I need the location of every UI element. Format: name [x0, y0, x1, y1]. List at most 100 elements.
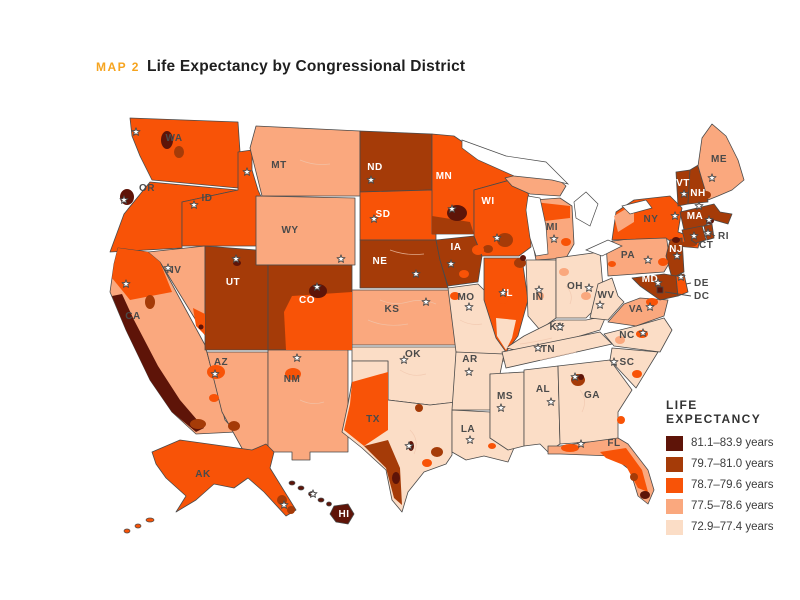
capital-star-id: [189, 200, 199, 209]
legend-label: 79.7–81.0 years: [691, 458, 774, 470]
district-patch: [630, 473, 638, 481]
state-label-nh: NH: [690, 188, 705, 199]
district-boundary-line: [299, 159, 331, 165]
district-patch: [646, 298, 658, 306]
state-label-nm: NM: [284, 374, 301, 385]
district-patch: [161, 131, 173, 149]
district-boundary-line: [579, 389, 585, 413]
capital-star-nh: [694, 201, 704, 210]
state-label-il: IL: [503, 288, 513, 299]
district-patch: [285, 368, 301, 380]
district-patch: [228, 421, 240, 431]
district-patch: [520, 255, 526, 261]
district-patch: [617, 416, 625, 424]
state-label-hi: HI: [339, 509, 350, 520]
state-ks: [351, 289, 457, 346]
capital-star-ct: [689, 231, 699, 240]
state-sd: [359, 189, 437, 241]
island: [145, 517, 155, 523]
state-label-in: IN: [533, 292, 544, 303]
capital-star-nm: [292, 353, 302, 362]
legend-swatch-2: [666, 456, 683, 472]
state-ga: [557, 359, 633, 445]
state-label-pa: PA: [621, 250, 635, 261]
district-patch: [450, 292, 460, 300]
legend-item: 79.7–81.0 years: [666, 456, 796, 472]
state-label-ne: NE: [373, 256, 388, 267]
great-lake: [573, 191, 599, 227]
state-label-va: VA: [629, 304, 643, 315]
legend-label: 72.9–77.4 years: [691, 521, 774, 533]
legend-label: 78.7–79.6 years: [691, 479, 774, 491]
state-label-ri: RI: [718, 231, 729, 242]
district-boundary-line: [389, 249, 425, 255]
state-label-de: DE: [694, 278, 709, 289]
great-lake: [525, 195, 549, 257]
district-patch: [432, 216, 474, 234]
district-patch: [344, 372, 388, 446]
island: [288, 480, 296, 486]
state-label-tx: TX: [366, 414, 380, 425]
capital-star-fl: [576, 439, 586, 448]
district-patch: [701, 191, 711, 199]
district-patch: [309, 284, 327, 298]
state-label-ut: UT: [226, 277, 240, 288]
legend-swatch-1: [666, 435, 683, 451]
district-patch: [209, 394, 219, 402]
state-nm: [267, 349, 349, 461]
capital-star-mn: [447, 204, 457, 213]
state-label-nv: NV: [167, 265, 182, 276]
state-label-ny: NY: [644, 214, 659, 225]
state-label-ca: CA: [125, 311, 140, 322]
capital-star-nd: [366, 175, 376, 184]
island: [317, 497, 325, 503]
capital-star-co: [312, 282, 322, 291]
district-patch: [578, 374, 584, 380]
state-wv: [589, 277, 625, 321]
district-patch: [600, 448, 648, 492]
district-patch: [174, 146, 184, 158]
district-patch: [112, 294, 204, 432]
state-label-tn: TN: [541, 344, 555, 355]
state-label-mt: MT: [271, 160, 286, 171]
capital-star-nj: [672, 251, 682, 260]
state-label-mi: MI: [546, 222, 558, 233]
state-label-ma: MA: [687, 211, 704, 222]
state-label-ms: MS: [497, 391, 513, 402]
title-kicker: MAP 2: [96, 60, 140, 74]
legend-item: 81.1–83.9 years: [666, 435, 796, 451]
district-patch: [608, 261, 616, 267]
district-patch: [364, 440, 402, 505]
capital-star-tn: [533, 343, 543, 352]
capital-star-ma: [704, 215, 714, 224]
state-pa: [605, 233, 671, 277]
capital-star-de: [676, 272, 686, 281]
district-patch: [472, 245, 484, 255]
capital-star-ut: [231, 254, 241, 263]
state-label-ak: AK: [195, 469, 211, 480]
capital-star-ny: [670, 211, 680, 220]
state-label-or: OR: [139, 183, 155, 194]
district-patch: [422, 459, 432, 467]
state-label-ky: KY: [550, 322, 565, 333]
page-title: Life Expectancy by Congressional Distric…: [146, 58, 466, 75]
capital-star-nv: [163, 263, 173, 272]
district-patch: [536, 292, 544, 300]
capital-star-al: [546, 397, 556, 406]
state-sc: [609, 347, 659, 389]
state-label-dc: DC: [694, 291, 709, 302]
state-label-fl: FL: [607, 438, 620, 449]
district-boundary-line: [299, 399, 325, 404]
state-label-id: ID: [202, 193, 213, 204]
state-label-az: AZ: [214, 357, 228, 368]
district-patch: [392, 472, 400, 484]
district-boundary-line: [399, 369, 427, 376]
legend-label: 81.1–83.9 years: [691, 437, 774, 449]
capital-star-wa: [131, 127, 141, 136]
state-label-ar: AR: [462, 354, 478, 365]
great-lake: [461, 139, 570, 185]
capital-star-ks: [421, 297, 431, 306]
state-label-ks: KS: [385, 304, 400, 315]
district-patch: [488, 443, 496, 449]
state-al: [523, 365, 561, 453]
